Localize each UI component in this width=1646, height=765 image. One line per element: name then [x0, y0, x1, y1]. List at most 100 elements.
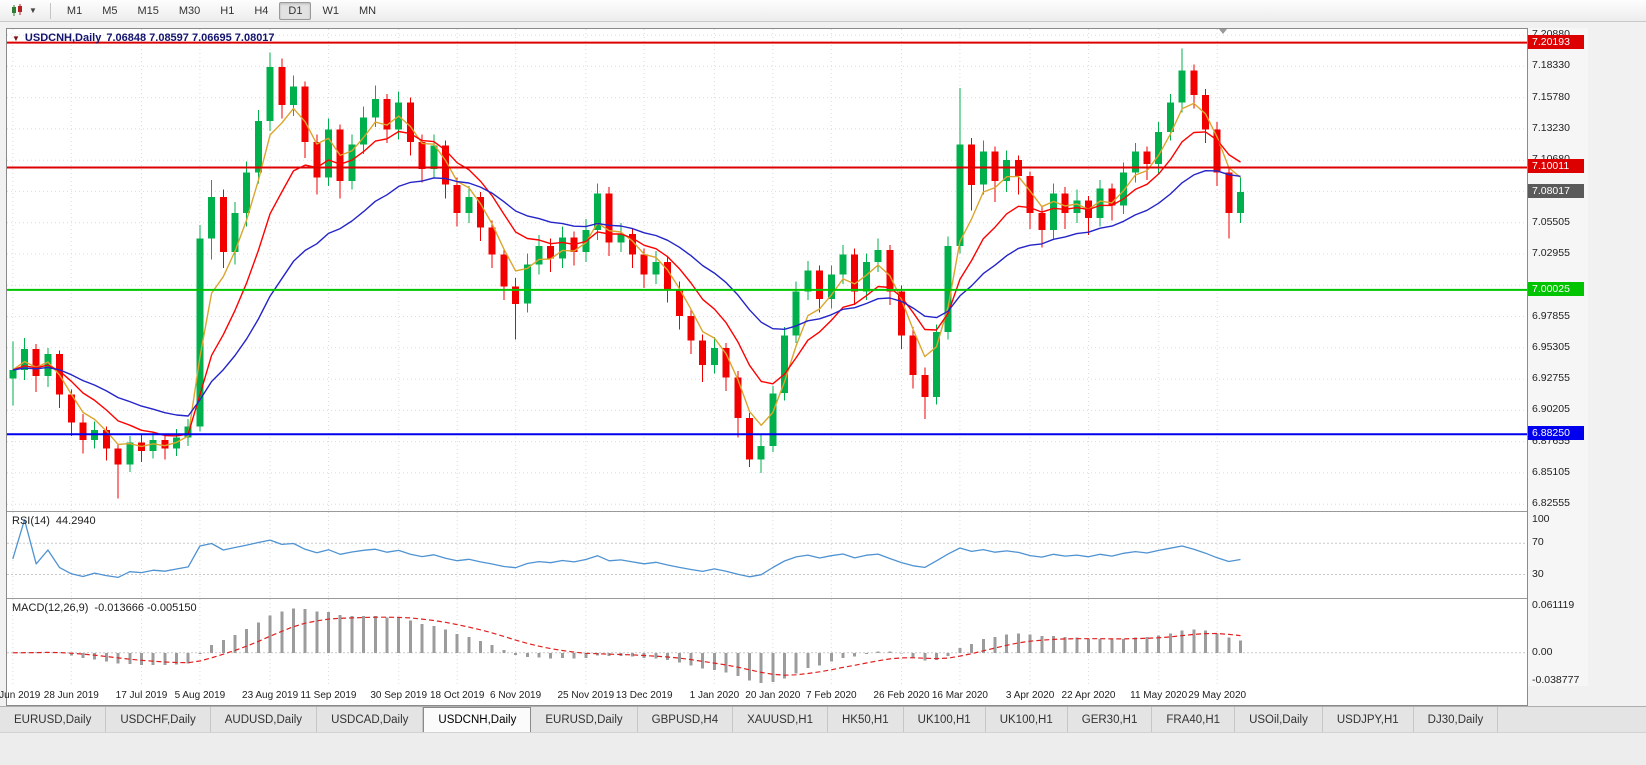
rsi-pane[interactable]: RSI(14) 44.2940: [7, 512, 1527, 598]
macd-histogram-layer: [23, 608, 1242, 683]
date-axis-label: 17 Jul 2019: [115, 690, 168, 701]
price-badge-resistance-upper: 7.20193: [1528, 34, 1584, 49]
price-axis-label: 6.97855: [1532, 309, 1570, 322]
timeframe-button-m30[interactable]: M30: [178, 4, 201, 17]
rsi-title: RSI(14): [12, 515, 50, 527]
chart-tab-fra40[interactable]: FRA40,H1: [1152, 707, 1236, 732]
price-badge-resistance-mid: 7.10011: [1528, 159, 1584, 174]
main-chart-pane[interactable]: ▼ USDCNH,Daily 7.06848 7.08597 7.06695 7…: [7, 29, 1527, 511]
pane-splitter[interactable]: [7, 511, 1527, 512]
timeframe-button-mn[interactable]: MN: [358, 4, 377, 17]
one-click-trading-icon[interactable]: ▼: [12, 33, 20, 43]
status-bar: [0, 732, 1646, 765]
timeframe-buttons: M1 M5 M15 M30 H1 H4 D1 W1 MN: [57, 1, 386, 20]
price-axis-label: 7.13230: [1532, 121, 1570, 134]
price-axis-label: 7.02955: [1532, 246, 1570, 259]
price-axis-label: 6.85105: [1532, 465, 1570, 478]
macd-label: MACD(12,26,9) -0.013666 -0.005150: [12, 602, 197, 614]
timeframe-button-h1[interactable]: H1: [220, 4, 235, 17]
chart-title: ▼ USDCNH,Daily 7.06848 7.08597 7.06695 7…: [12, 32, 275, 44]
chart-tab-audusd[interactable]: AUDUSD,Daily: [210, 707, 318, 732]
chart-tab-hk50[interactable]: HK50,H1: [827, 707, 904, 732]
chart-tab-usdjpy[interactable]: USDJPY,H1: [1322, 707, 1414, 732]
horizontal-levels-layer: [7, 41, 1527, 436]
macd-axis-label: 0.061119: [1532, 599, 1575, 611]
chart-type-button[interactable]: ▼: [6, 1, 42, 20]
timeframe-button-h4[interactable]: H4: [254, 4, 269, 17]
date-axis-label: 22 Apr 2020: [1061, 690, 1116, 701]
date-axis-label: 10 Jun 2019: [0, 690, 41, 701]
candles-layer: [9, 48, 1244, 499]
timeframe-toolbar: ▼ M1 M5 M15 M30 H1 H4 D1 W1 MN: [0, 0, 1646, 22]
candlestick-chart[interactable]: [7, 29, 1527, 511]
timeframe-button-d1[interactable]: D1: [279, 1, 312, 20]
chart-tab-usdchf[interactable]: USDCHF,Daily: [106, 707, 211, 732]
chart-shift-marker[interactable]: [1219, 29, 1227, 34]
chart-tab-eurusd[interactable]: EURUSD,Daily: [0, 707, 107, 732]
rsi-grid-layer: [7, 512, 1527, 598]
timeframe-button-w1[interactable]: W1: [322, 4, 339, 17]
price-badge-support-blue: 6.88250: [1528, 426, 1584, 441]
chart-tab-usoil[interactable]: USOil,Daily: [1235, 707, 1323, 732]
macd-axis-label: 0.00: [1532, 645, 1553, 658]
chart-tab-uk100[interactable]: UK100,H1: [985, 707, 1068, 732]
date-axis-label: 28 Jun 2019: [43, 690, 99, 701]
rsi-label: RSI(14) 44.2940: [12, 515, 96, 527]
macd-chart[interactable]: [7, 599, 1527, 687]
chart-plot-column: ▼ USDCNH,Daily 7.06848 7.08597 7.06695 7…: [0, 28, 1529, 706]
date-axis-label: 7 Feb 2020: [805, 690, 857, 701]
date-axis-label: 20 Jan 2020: [745, 690, 801, 701]
grid-layer: [7, 29, 1527, 511]
toolbar-separator: [49, 2, 51, 19]
price-axis-label: 7.15780: [1532, 90, 1570, 103]
price-axis-label: 7.18330: [1532, 59, 1570, 72]
chart-tab-usdcad[interactable]: USDCAD,Daily: [317, 707, 424, 732]
moving-averages-layer: [12, 102, 1241, 448]
pane-splitter[interactable]: [7, 598, 1527, 599]
chart-symbol-period: USDCNH,Daily: [24, 32, 102, 44]
date-axis-label: 23 Aug 2019: [242, 690, 299, 701]
price-axis-label: 6.82555: [1532, 497, 1570, 510]
macd-pane[interactable]: MACD(12,26,9) -0.013666 -0.005150: [7, 599, 1527, 687]
date-axis-label: 6 Nov 2019: [490, 690, 542, 701]
price-badge-support-green: 7.00025: [1528, 281, 1584, 296]
date-axis-label: 29 May 2020: [1188, 690, 1247, 701]
chart-tab-uk100[interactable]: UK100,H1: [903, 707, 986, 732]
current-price-badge: 7.08017: [1528, 183, 1584, 198]
date-axis-label: 30 Sep 2019: [370, 690, 428, 701]
macd-values: -0.013666 -0.005150: [94, 602, 197, 614]
chart-tab-ger30[interactable]: GER30,H1: [1067, 707, 1153, 732]
macd-title: MACD(12,26,9): [12, 602, 89, 614]
date-axis-label: 25 Nov 2019: [557, 690, 615, 701]
rsi-axis-label: 30: [1532, 567, 1544, 580]
date-axis-label: 26 Feb 2020: [873, 690, 930, 701]
timeframe-button-m1[interactable]: M1: [66, 4, 83, 17]
chart-tab-dj30[interactable]: DJ30,Daily: [1413, 707, 1499, 732]
price-axis-label: 6.92755: [1532, 372, 1570, 385]
chart-tab-eurusd[interactable]: EURUSD,Daily: [531, 707, 638, 732]
chart-ohlc-values: 7.06848 7.08597 7.06695 7.08017: [106, 32, 275, 44]
timeframe-button-m15[interactable]: M15: [137, 4, 159, 17]
chevron-down-icon: ▼: [29, 5, 37, 15]
rsi-line-layer: [12, 519, 1241, 579]
rsi-axis-label: 100: [1532, 512, 1550, 525]
price-axis-label: 7.05505: [1532, 215, 1570, 228]
rsi-chart[interactable]: [7, 512, 1527, 598]
macd-axis-label: -0.038777: [1532, 674, 1580, 686]
price-axis-label: 6.90205: [1532, 403, 1570, 416]
rsi-value: 44.2940: [55, 515, 96, 527]
chart-tab-xauusd[interactable]: XAUUSD,H1: [733, 707, 828, 732]
macd-signal-layer: [12, 616, 1241, 676]
chart-area: ▼ USDCNH,Daily 7.06848 7.08597 7.06695 7…: [0, 28, 1588, 706]
date-axis-label: 13 Dec 2019: [615, 690, 673, 701]
date-axis-label: 11 Sep 2019: [300, 690, 357, 701]
chart-tab-usdcnh-active[interactable]: USDCNH,Daily: [423, 707, 532, 732]
price-axis[interactable]: 7.208807.183307.157807.132307.106807.055…: [1528, 28, 1588, 686]
chart-tab-gbpusd[interactable]: GBPUSD,H4: [637, 707, 734, 732]
timeframe-button-m5[interactable]: M5: [102, 4, 118, 17]
date-axis-label: 1 Jan 2020: [689, 690, 740, 701]
date-axis-label: 11 May 2020: [1130, 690, 1188, 701]
candlestick-chart-icon: [12, 4, 22, 16]
